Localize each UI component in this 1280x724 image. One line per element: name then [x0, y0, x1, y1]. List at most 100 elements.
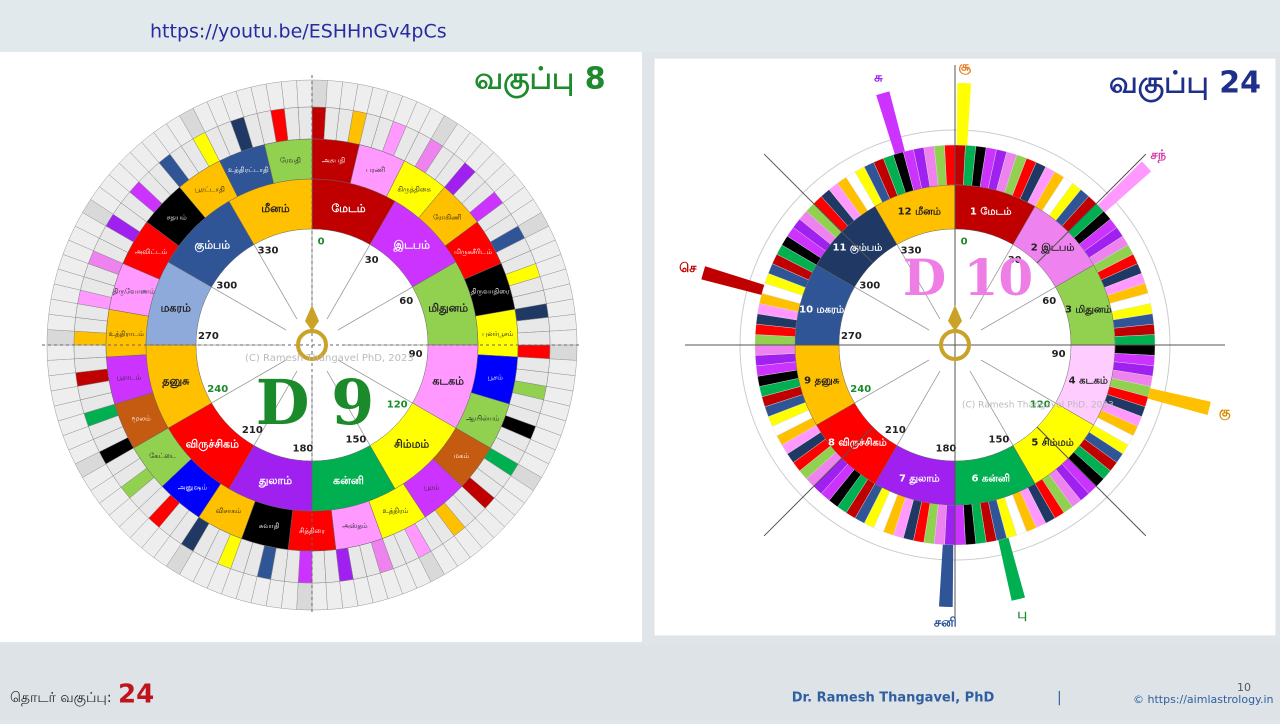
star-label: மிருகசீரிடம்: [454, 248, 492, 256]
star-label: உத்திராடம்: [109, 330, 144, 338]
planet-label: சனி: [934, 615, 957, 630]
website[interactable]: © https://aimlastrology.in: [1133, 693, 1274, 706]
planet-bar: [998, 537, 1026, 601]
pada-color: [73, 344, 107, 360]
spoke: [980, 286, 1056, 331]
degree-label: 240: [207, 384, 228, 395]
sign-label: இடபம்: [392, 238, 430, 251]
star-label: ஆயில்யம்: [466, 415, 500, 423]
spoke: [896, 244, 941, 320]
degree-label: 150: [346, 434, 367, 445]
star-label: திருவாதிரை: [471, 288, 510, 296]
pada-cell: [311, 582, 328, 611]
axis: [763, 153, 874, 264]
degree-label: 210: [885, 425, 906, 436]
pada-cell: [46, 344, 75, 361]
star-label: பூசம்: [487, 373, 503, 381]
degree-label: 90: [409, 349, 423, 360]
spoke: [211, 359, 287, 404]
pada-color: [297, 106, 313, 140]
sign-label: துலாம்: [258, 474, 292, 488]
emblem: [948, 305, 962, 331]
pada-cell: [296, 582, 313, 611]
star-label: அனுஷம்: [178, 483, 208, 491]
sign-label: மகரம்: [161, 302, 192, 315]
right-wheel: 1 மேடம்2 இடபம்3 மிதுனம்4 கடகம்5 சிம்மம்6…: [679, 60, 1231, 631]
separator: |: [1057, 690, 1062, 706]
sign-label: மீனம்: [261, 202, 290, 215]
sign-label: 9 தனுசு: [804, 376, 840, 387]
degree-label: 60: [399, 296, 413, 307]
degree-label: 330: [901, 246, 922, 257]
degree-label: 150: [989, 434, 1010, 445]
sign-label: 12 மீனம்: [898, 206, 941, 218]
star-label: பூரட்டாதி: [195, 186, 225, 194]
degree-label: 30: [1008, 255, 1022, 266]
star-label: அவிட்டம்: [135, 248, 168, 256]
pada-cell: [548, 313, 577, 332]
degree-label: 180: [935, 444, 956, 455]
planet-bar: [956, 83, 971, 146]
spoke: [326, 370, 371, 446]
degree-label: 240: [850, 384, 871, 395]
pada-color: [311, 106, 327, 140]
series-label: தொடர் வகுப்பு:: [10, 690, 112, 707]
star-label: உத்திரம்: [383, 507, 409, 515]
sign-label: 6 கன்னி: [971, 472, 1010, 484]
pada-color: [73, 330, 107, 346]
degree-label: 210: [242, 425, 263, 436]
pada-cell: [280, 80, 299, 109]
degree-label: 30: [365, 255, 379, 266]
star-label: சுவாதி: [259, 522, 280, 530]
sign-label: மிதுனம்: [428, 302, 468, 316]
sign-label: மேடம்: [331, 202, 365, 215]
degree-label: 300: [859, 280, 880, 291]
star-label: உத்திரட்டாதி: [228, 166, 269, 174]
spoke: [854, 359, 930, 404]
star-label: சதயம்: [167, 213, 187, 221]
pada-cell: [296, 79, 313, 108]
planet-label: சூ: [958, 60, 971, 75]
page-number: 10: [1237, 681, 1251, 694]
axis: [1036, 153, 1147, 264]
sign-label: 3 மிதுனம்: [1065, 303, 1112, 315]
star-label: அசுபதி: [322, 156, 346, 164]
sign-label: 4 கடகம்: [1069, 376, 1108, 387]
star-label: பரணி: [366, 166, 385, 174]
spoke: [253, 244, 298, 320]
pada-color: [517, 344, 551, 360]
left-title: வகுப்பு 8: [474, 62, 605, 99]
right-title: வகுப்பு 24: [1109, 66, 1261, 103]
star-label: விசாகம்: [216, 507, 242, 515]
spoke: [969, 244, 1014, 320]
star-label: கிருத்திகை: [397, 186, 431, 194]
degree-label: 270: [841, 331, 862, 342]
pada-color: [517, 330, 551, 346]
axis: [1036, 426, 1147, 537]
pada-color: [297, 550, 313, 584]
star-label: திருவோணம்: [113, 288, 155, 296]
pada-cell: [46, 329, 75, 346]
axis: [763, 426, 874, 537]
right-center-label: D 10: [903, 248, 1033, 307]
footer-bar: [0, 645, 1280, 720]
spoke: [980, 359, 1056, 404]
degree-label: 330: [258, 246, 279, 257]
pada-color: [311, 550, 327, 584]
pada-cell: [47, 358, 76, 377]
url[interactable]: https://youtu.be/ESHHnGv4pCs: [150, 21, 447, 43]
degree-label: 120: [387, 400, 408, 411]
spoke: [854, 286, 930, 331]
star-label: மூலம்: [132, 415, 152, 423]
planet-bar: [701, 266, 765, 295]
degree-label: 60: [1042, 296, 1056, 307]
star-label: கேட்டை: [149, 452, 177, 460]
star-label: மகம்: [453, 452, 469, 460]
left-center-label: D 9: [256, 366, 375, 439]
planet-bar: [876, 91, 905, 155]
star-label: பூரம்: [424, 483, 440, 491]
planet-bar: [1147, 388, 1211, 416]
pada-cell: [325, 581, 344, 610]
planet-label: கு: [1219, 405, 1231, 420]
